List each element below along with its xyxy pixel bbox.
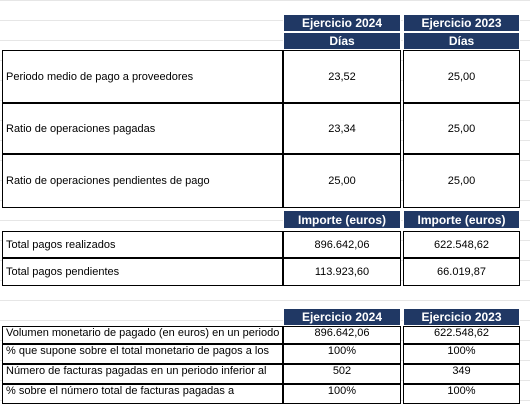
value-cell: 100%: [283, 344, 401, 364]
value-cell: 66.019,87: [403, 258, 520, 286]
column-header: Días: [283, 32, 401, 50]
value-cell: 896.642,06: [283, 326, 401, 344]
value-cell: 100%: [403, 344, 520, 364]
value-cell: 100%: [403, 384, 520, 404]
value-cell: 23,34: [283, 103, 401, 154]
column-header: Ejercicio 2024: [283, 308, 401, 326]
value-cell: 25,00: [403, 50, 520, 103]
column-header: Importe (euros): [403, 210, 520, 229]
row-label: Ratio de operaciones pendientes de pago: [2, 154, 283, 208]
value-cell: 23,52: [283, 50, 401, 103]
value-cell: 25,00: [403, 103, 520, 154]
row-label: Total pagos realizados: [2, 231, 283, 258]
row-label: % que supone sobre el total monetario de…: [2, 344, 283, 364]
value-cell: 896.642,06: [283, 231, 401, 258]
value-cell: 25,00: [283, 154, 401, 208]
value-cell: 100%: [283, 384, 401, 404]
column-header: Ejercicio 2023: [403, 14, 520, 32]
row-label: % sobre el número total de facturas paga…: [2, 384, 283, 404]
row-label: Total pagos pendientes: [2, 258, 283, 286]
value-cell: 113.923,60: [283, 258, 401, 286]
value-cell: 25,00: [403, 154, 520, 208]
row-label: Periodo medio de pago a proveedores: [2, 50, 283, 103]
column-header: Ejercicio 2024: [283, 14, 401, 32]
row-label: Ratio de operaciones pagadas: [2, 103, 283, 154]
column-header: Ejercicio 2023: [403, 308, 520, 326]
column-header: Importe (euros): [283, 210, 401, 229]
value-cell: 502: [283, 364, 401, 384]
value-cell: 622.548,62: [403, 231, 520, 258]
row-label: Número de facturas pagadas en un periodo…: [2, 364, 283, 384]
column-header: Días: [403, 32, 520, 50]
value-cell: 622.548,62: [403, 326, 520, 344]
value-cell: 349: [403, 364, 520, 384]
row-label: Volumen monetario de pagado (en euros) e…: [2, 326, 283, 344]
